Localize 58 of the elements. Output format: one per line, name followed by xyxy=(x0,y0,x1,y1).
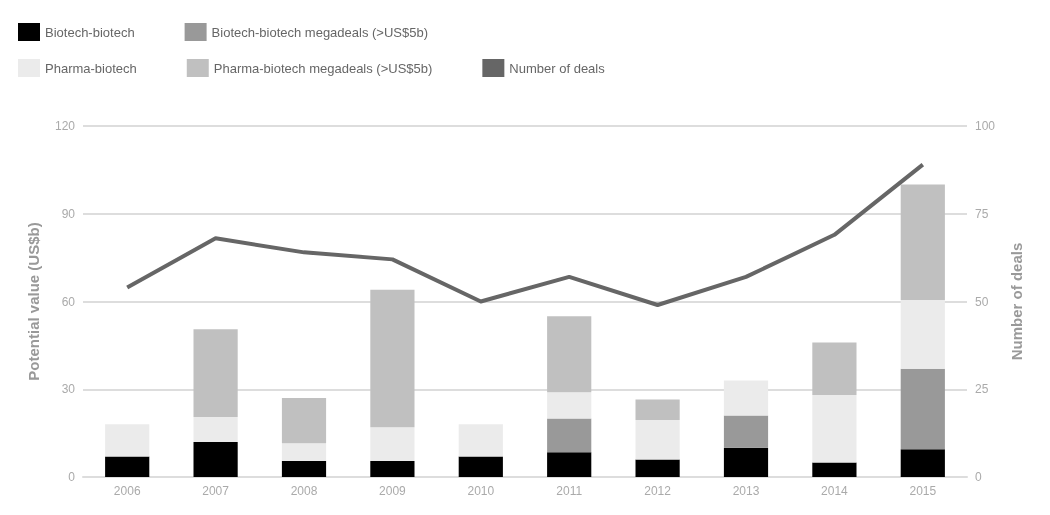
y2-tick-label: 0 xyxy=(975,470,982,484)
bar xyxy=(193,441,238,477)
x-tick-label: 2010 xyxy=(467,484,495,498)
bar xyxy=(281,443,327,461)
bar xyxy=(723,415,769,448)
bar xyxy=(723,380,769,416)
y-tick-label: 120 xyxy=(54,119,76,133)
bar xyxy=(635,419,680,460)
bar xyxy=(900,449,945,477)
x-tick-label: 2013 xyxy=(732,484,760,498)
bar xyxy=(370,289,415,428)
x-tick-label: 2014 xyxy=(821,484,849,498)
legend-label: Pharma-biotech megadeals (>US$5b) xyxy=(213,60,433,76)
bar xyxy=(547,316,592,393)
y-tick-label: 0 xyxy=(68,470,76,484)
bar xyxy=(900,368,945,450)
bar xyxy=(370,460,415,477)
bar xyxy=(635,399,680,420)
x-tick-label: 2012 xyxy=(644,484,672,498)
x-tick-label: 2006 xyxy=(113,484,141,498)
bar xyxy=(723,447,769,477)
x-tick-label: 2007 xyxy=(202,484,230,498)
bar xyxy=(281,460,327,477)
bar xyxy=(105,424,150,457)
bar xyxy=(193,329,238,418)
legend-label: Biotech-biotech megadeals (>US$5b) xyxy=(211,24,429,40)
bar xyxy=(547,392,592,419)
bar xyxy=(547,418,592,453)
legend-label: Biotech-biotech xyxy=(45,24,135,40)
x-tick-label: 2008 xyxy=(290,484,318,498)
legend-label: Number of deals xyxy=(509,60,606,76)
legend-label: Pharma-biotech xyxy=(45,60,137,76)
x-tick-label: 2009 xyxy=(379,484,407,498)
bar xyxy=(812,342,857,396)
bar xyxy=(812,462,857,477)
bar xyxy=(812,395,857,463)
bar xyxy=(900,300,945,369)
line-series xyxy=(125,162,925,308)
y2-axis-title: Number of deals xyxy=(1008,242,1025,361)
y2-tick-label: 100 xyxy=(975,119,996,133)
y-tick-label: 90 xyxy=(61,206,76,221)
bar xyxy=(193,417,238,442)
x-tick-label: 2015 xyxy=(909,484,937,498)
y2-tick-label: 25 xyxy=(975,382,989,397)
bar xyxy=(900,184,945,301)
bar xyxy=(105,456,150,477)
x-tick-label: 2011 xyxy=(556,484,583,498)
y-axis-title: Potential value (US$b) xyxy=(25,222,42,381)
bar xyxy=(547,452,592,477)
bar xyxy=(458,456,503,477)
bar xyxy=(370,427,415,461)
y-tick-label: 60 xyxy=(61,294,76,309)
y2-tick-label: 75 xyxy=(975,206,989,221)
y-tick-label: 30 xyxy=(61,382,76,397)
bar xyxy=(458,424,503,457)
y2-tick-label: 50 xyxy=(975,294,989,309)
bar xyxy=(635,459,680,477)
bar xyxy=(281,398,327,444)
